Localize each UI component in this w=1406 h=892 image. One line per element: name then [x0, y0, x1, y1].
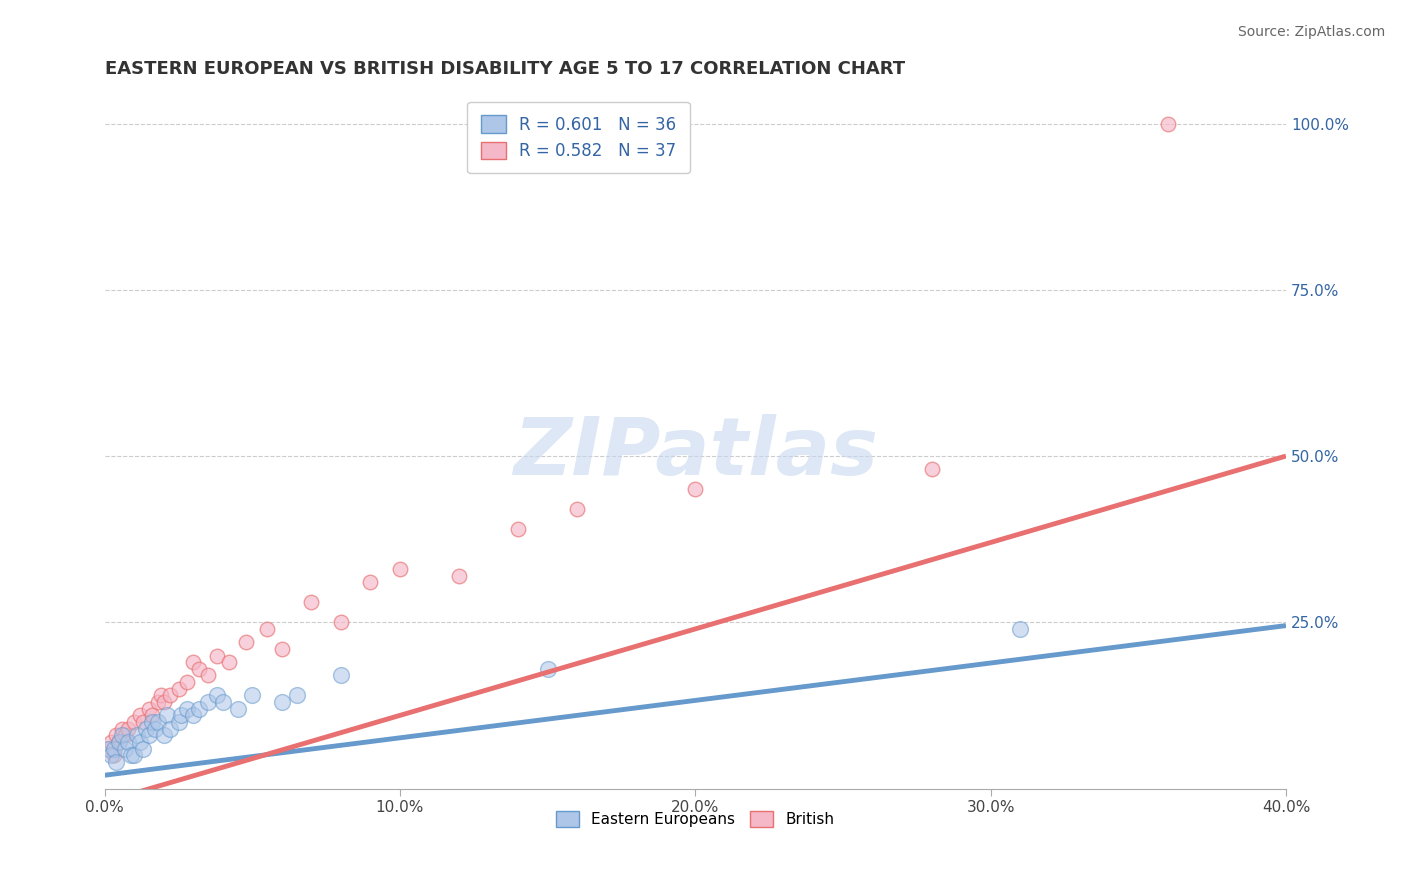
- Point: [122, 748, 145, 763]
- Point: [97, 741, 120, 756]
- Point: [167, 681, 190, 696]
- Point: [122, 714, 145, 729]
- Point: [205, 648, 228, 663]
- Point: [141, 714, 163, 729]
- Point: [299, 595, 322, 609]
- Point: [197, 668, 219, 682]
- Point: [181, 708, 204, 723]
- Point: [188, 662, 211, 676]
- Point: [100, 735, 122, 749]
- Point: [197, 695, 219, 709]
- Point: [152, 728, 174, 742]
- Point: [211, 695, 233, 709]
- Point: [132, 714, 155, 729]
- Point: [388, 562, 411, 576]
- Point: [105, 728, 128, 742]
- Point: [218, 655, 240, 669]
- Point: [114, 728, 136, 742]
- Point: [359, 575, 381, 590]
- Point: [146, 714, 169, 729]
- Point: [141, 708, 163, 723]
- Point: [176, 675, 198, 690]
- Point: [103, 741, 125, 756]
- Point: [143, 722, 166, 736]
- Point: [146, 695, 169, 709]
- Point: [170, 708, 193, 723]
- Point: [132, 741, 155, 756]
- Point: [188, 702, 211, 716]
- Point: [921, 462, 943, 476]
- Point: [685, 483, 707, 497]
- Point: [567, 502, 589, 516]
- Point: [270, 695, 292, 709]
- Text: Source: ZipAtlas.com: Source: ZipAtlas.com: [1237, 25, 1385, 39]
- Point: [329, 668, 352, 682]
- Point: [100, 748, 122, 763]
- Point: [159, 722, 181, 736]
- Point: [97, 741, 120, 756]
- Point: [176, 702, 198, 716]
- Point: [508, 522, 530, 536]
- Point: [159, 689, 181, 703]
- Point: [285, 689, 308, 703]
- Text: EASTERN EUROPEAN VS BRITISH DISABILITY AGE 5 TO 17 CORRELATION CHART: EASTERN EUROPEAN VS BRITISH DISABILITY A…: [104, 60, 905, 78]
- Point: [129, 735, 152, 749]
- Point: [105, 755, 128, 769]
- Point: [111, 728, 134, 742]
- Point: [167, 714, 190, 729]
- Point: [226, 702, 249, 716]
- Text: ZIPatlas: ZIPatlas: [513, 415, 877, 492]
- Point: [270, 641, 292, 656]
- Point: [117, 722, 139, 736]
- Point: [329, 615, 352, 630]
- Point: [537, 662, 560, 676]
- Point: [152, 695, 174, 709]
- Point: [120, 748, 142, 763]
- Point: [103, 748, 125, 763]
- Point: [449, 568, 471, 582]
- Point: [205, 689, 228, 703]
- Point: [1157, 116, 1180, 130]
- Point: [127, 728, 149, 742]
- Point: [138, 702, 160, 716]
- Point: [235, 635, 257, 649]
- Point: [108, 735, 131, 749]
- Point: [129, 708, 152, 723]
- Point: [114, 741, 136, 756]
- Point: [138, 728, 160, 742]
- Legend: Eastern Europeans, British: Eastern Europeans, British: [550, 805, 841, 833]
- Point: [117, 735, 139, 749]
- Point: [256, 622, 278, 636]
- Point: [240, 689, 263, 703]
- Point: [111, 722, 134, 736]
- Point: [1010, 622, 1032, 636]
- Point: [135, 722, 157, 736]
- Point: [156, 708, 179, 723]
- Point: [149, 689, 172, 703]
- Point: [181, 655, 204, 669]
- Point: [108, 735, 131, 749]
